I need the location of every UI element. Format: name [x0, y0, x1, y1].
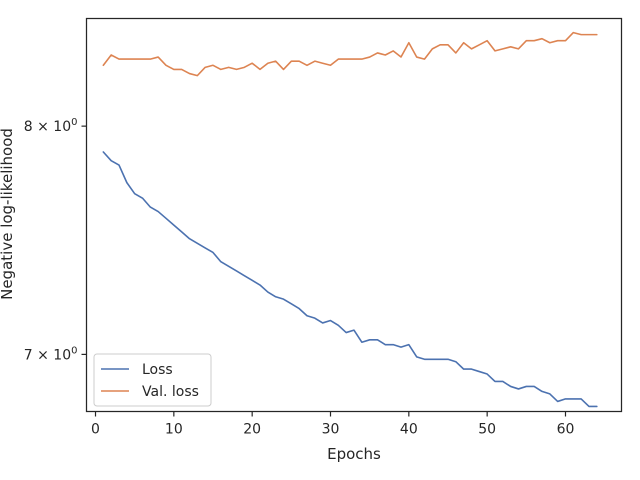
y-tick-label: 8 × 100 — [24, 117, 78, 135]
x-tick-label: 20 — [243, 422, 261, 438]
y-tick-label: 7 × 100 — [24, 345, 78, 363]
series-line-val-loss — [102, 31, 598, 77]
y-axis: 7 × 100 8 × 100 — [24, 117, 87, 363]
x-axis: 0 10 20 30 40 50 60 — [91, 411, 575, 438]
legend-frame — [93, 353, 212, 407]
series-lines — [102, 31, 598, 408]
legend: Loss Val. loss — [93, 353, 212, 407]
series-line-loss — [102, 151, 598, 408]
plot-area-frame — [85, 17, 623, 413]
y-axis-label: Negative log-likelihood — [0, 128, 16, 300]
x-axis-label: Epochs — [327, 445, 381, 463]
x-tick-label: 0 — [91, 422, 100, 438]
x-tick-label: 60 — [557, 422, 575, 438]
legend-label-val-loss: Val. loss — [142, 384, 199, 400]
x-tick-label: 10 — [165, 422, 183, 438]
legend-label-loss: Loss — [142, 362, 173, 378]
x-tick-label: 40 — [400, 422, 418, 438]
x-tick-label: 50 — [478, 422, 496, 438]
x-tick-label: 30 — [322, 422, 340, 438]
